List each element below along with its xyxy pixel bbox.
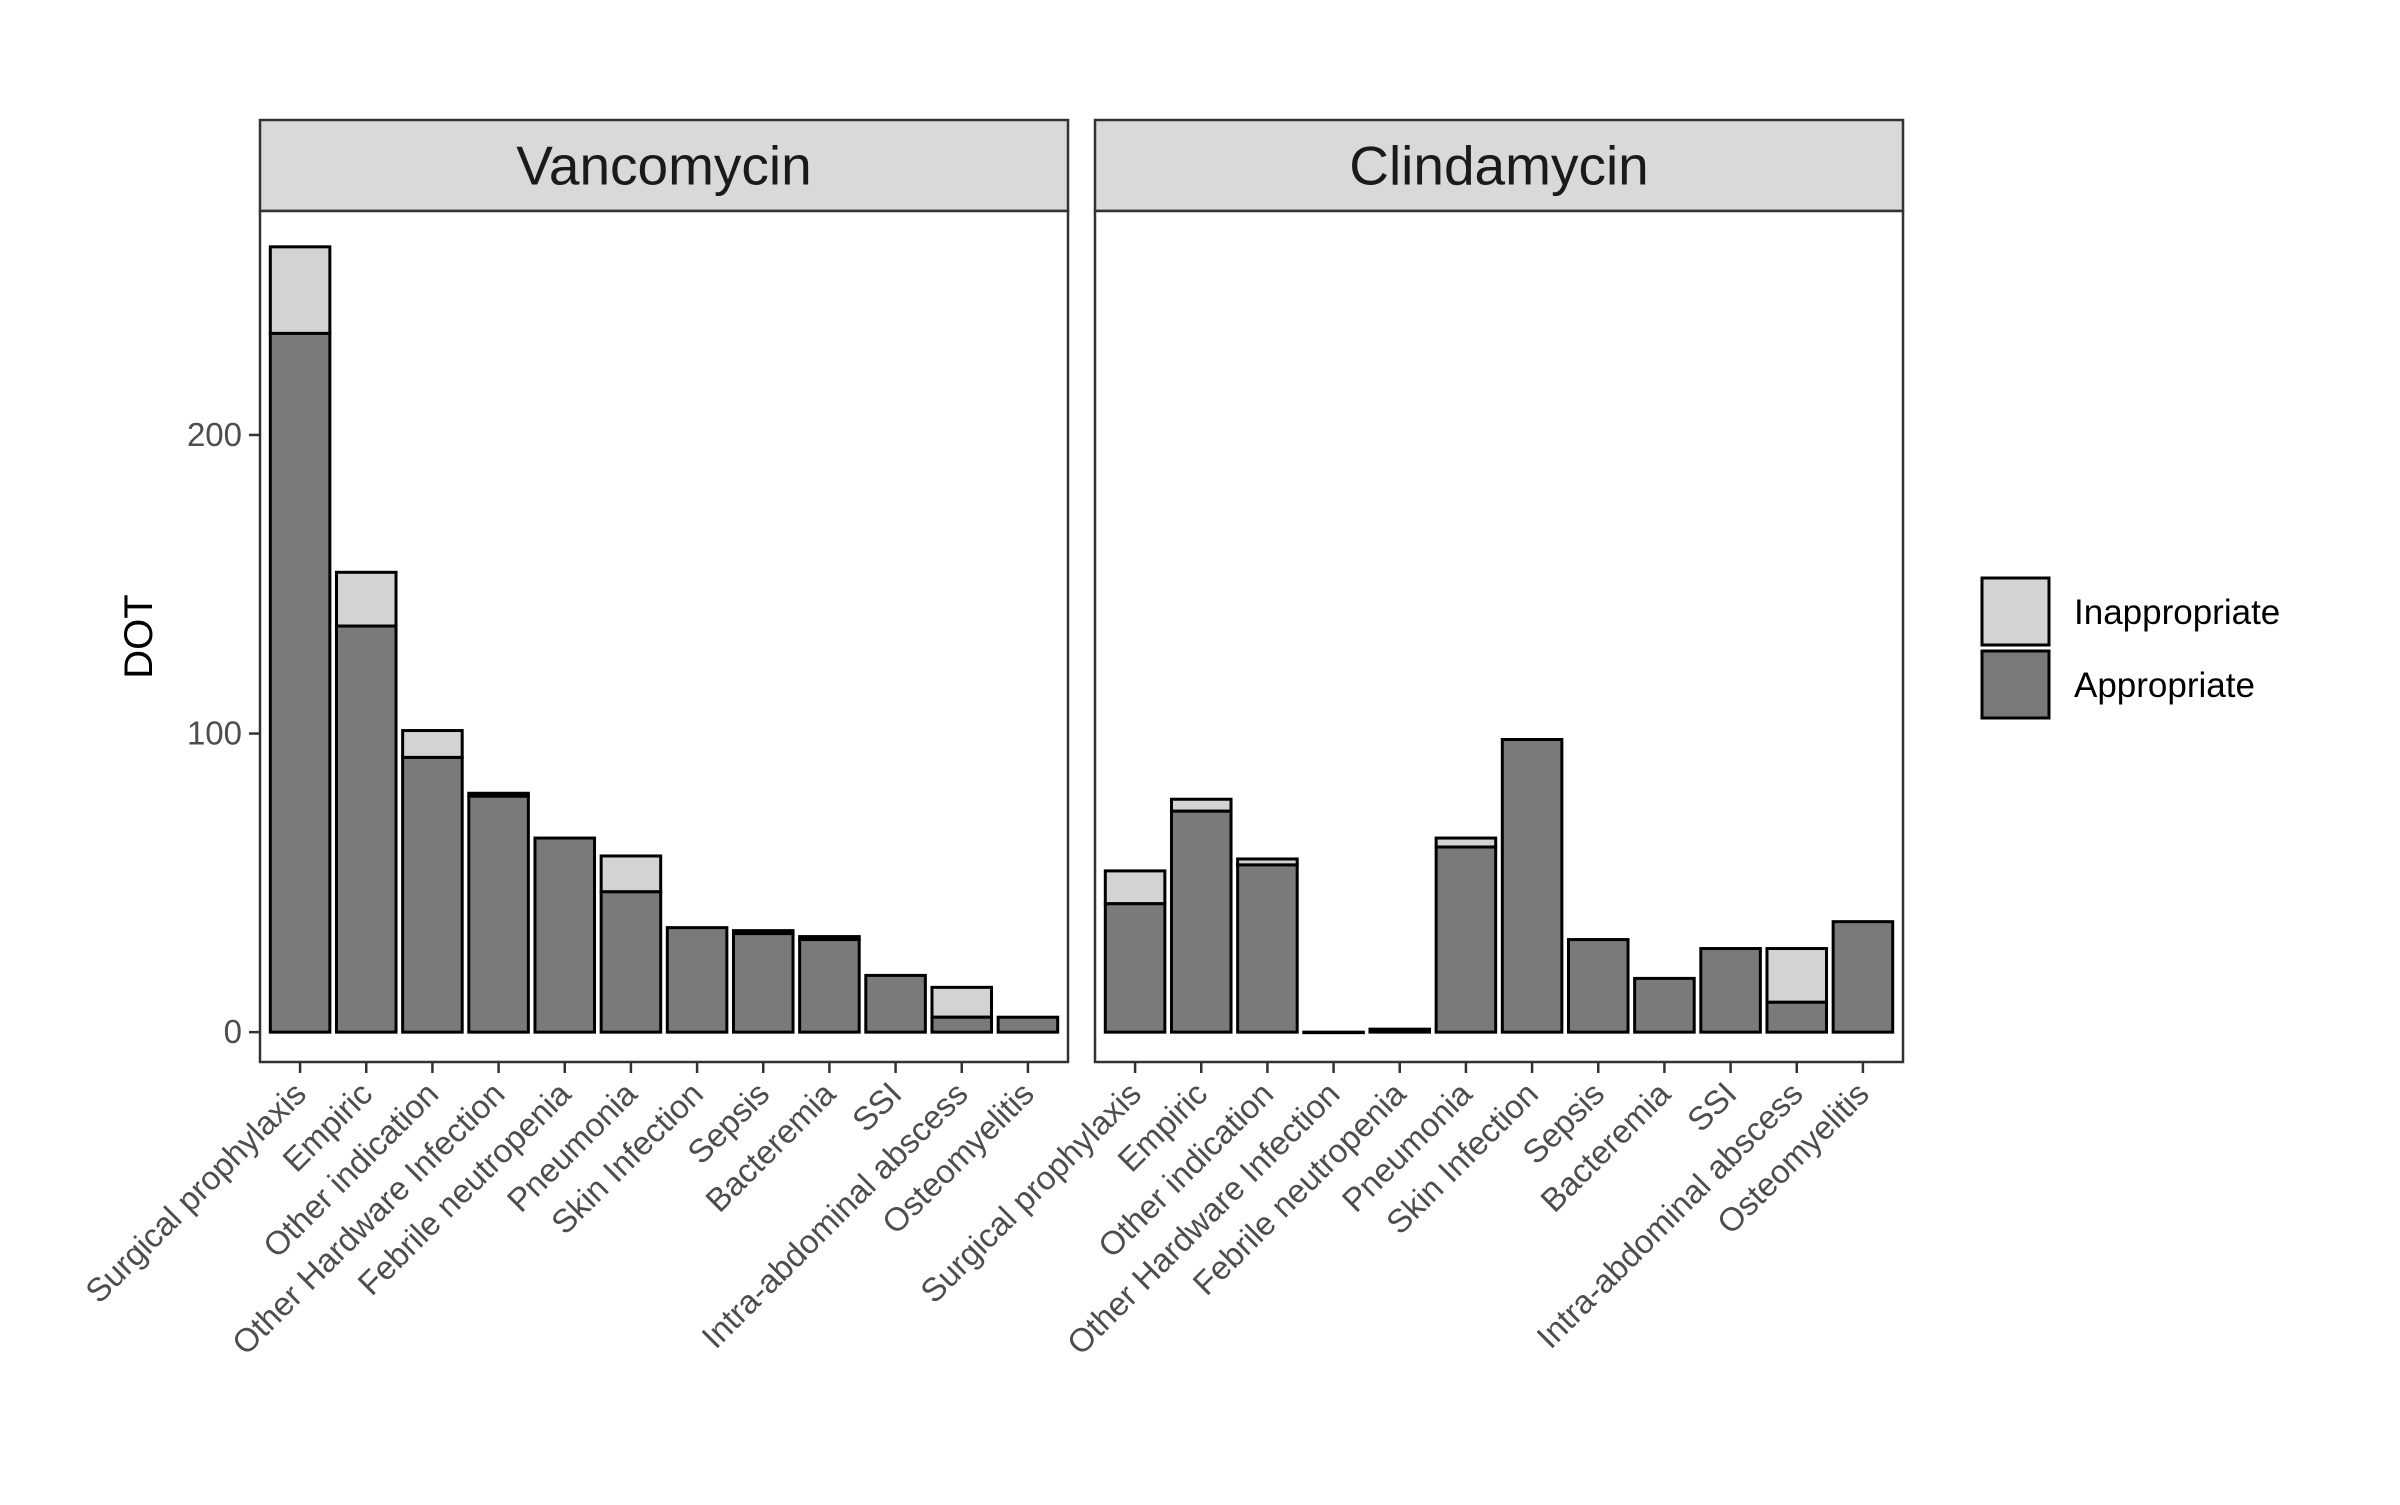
bar-vancomycin-intra-abdominal-abscess-appropriate — [930, 1015, 994, 1034]
bar-clindamycin-sepsis-appropriate — [1566, 938, 1630, 1034]
facet-strip-clindamycin — [1093, 118, 1905, 213]
bar-vancomycin-ssi-appropriate — [864, 973, 927, 1034]
legend-key-inappropriate — [1980, 576, 2051, 647]
y-tick-label-200: 200 — [187, 416, 242, 453]
bar-vancomycin-febrile-neutropenia-appropriate — [533, 836, 597, 1034]
bar-vancomycin-surgical-prophylaxis-appropriate — [268, 331, 332, 1034]
facet-title-vancomycin: Vancomycin — [516, 135, 812, 197]
bar-vancomycin-empiric-appropriate — [334, 624, 398, 1034]
bar-clindamycin-ssi-appropriate — [1699, 947, 1762, 1034]
bar-vancomycin-empiric-inappropriate — [334, 570, 398, 628]
x-tick-label-vancomycin-surgical-prophylaxis: Surgical prophylaxis — [78, 1075, 313, 1310]
bar-vancomycin-sepsis-appropriate — [731, 932, 795, 1034]
bar-clindamycin-empiric-inappropriate — [1169, 797, 1233, 813]
bar-vancomycin-pneumonia-inappropriate — [599, 854, 663, 894]
bar-clindamycin-other-hardware-infection-appropriate — [1302, 1030, 1365, 1035]
bar-vancomycin-skin-infection-appropriate — [665, 926, 729, 1034]
bar-vancomycin-intra-abdominal-abscess-inappropriate — [930, 985, 994, 1019]
facet-strip-vancomycin — [258, 118, 1070, 213]
facet-title-clindamycin: Clindamycin — [1349, 135, 1649, 197]
bar-clindamycin-intra-abdominal-abscess-appropriate — [1765, 1000, 1829, 1034]
bar-clindamycin-intra-abdominal-abscess-inappropriate — [1765, 947, 1829, 1004]
bar-vancomycin-surgical-prophylaxis-inappropriate — [268, 245, 332, 335]
bar-clindamycin-bacteremia-appropriate — [1633, 976, 1696, 1034]
bar-vancomycin-bacteremia-appropriate — [798, 938, 861, 1034]
bar-clindamycin-febrile-neutropenia-appropriate — [1368, 1027, 1432, 1034]
y-tick-label-100: 100 — [187, 715, 242, 752]
bar-vancomycin-osteomyelitis-appropriate — [996, 1015, 1060, 1034]
bar-clindamycin-surgical-prophylaxis-inappropriate — [1103, 869, 1167, 906]
bar-clindamycin-pneumonia-appropriate — [1434, 845, 1498, 1034]
bar-vancomycin-other-indication-appropriate — [401, 755, 464, 1034]
bar-vancomycin-other-hardware-infection-appropriate — [467, 794, 530, 1034]
bar-vancomycin-other-indication-inappropriate — [401, 729, 464, 759]
legend-label-inappropriate: Inappropriate — [2074, 593, 2280, 632]
y-tick-label-0: 0 — [224, 1013, 242, 1050]
bar-clindamycin-surgical-prophylaxis-appropriate — [1103, 902, 1167, 1034]
legend-label-appropriate: Appropriate — [2074, 666, 2255, 705]
bar-clindamycin-other-indication-appropriate — [1236, 863, 1299, 1034]
bar-clindamycin-empiric-appropriate — [1169, 809, 1233, 1034]
bar-clindamycin-osteomyelitis-appropriate — [1831, 920, 1895, 1034]
y-axis-title: DOT — [117, 594, 161, 678]
bar-clindamycin-skin-infection-appropriate — [1500, 738, 1564, 1034]
legend-key-appropriate — [1980, 649, 2051, 720]
bar-vancomycin-pneumonia-appropriate — [599, 890, 663, 1034]
